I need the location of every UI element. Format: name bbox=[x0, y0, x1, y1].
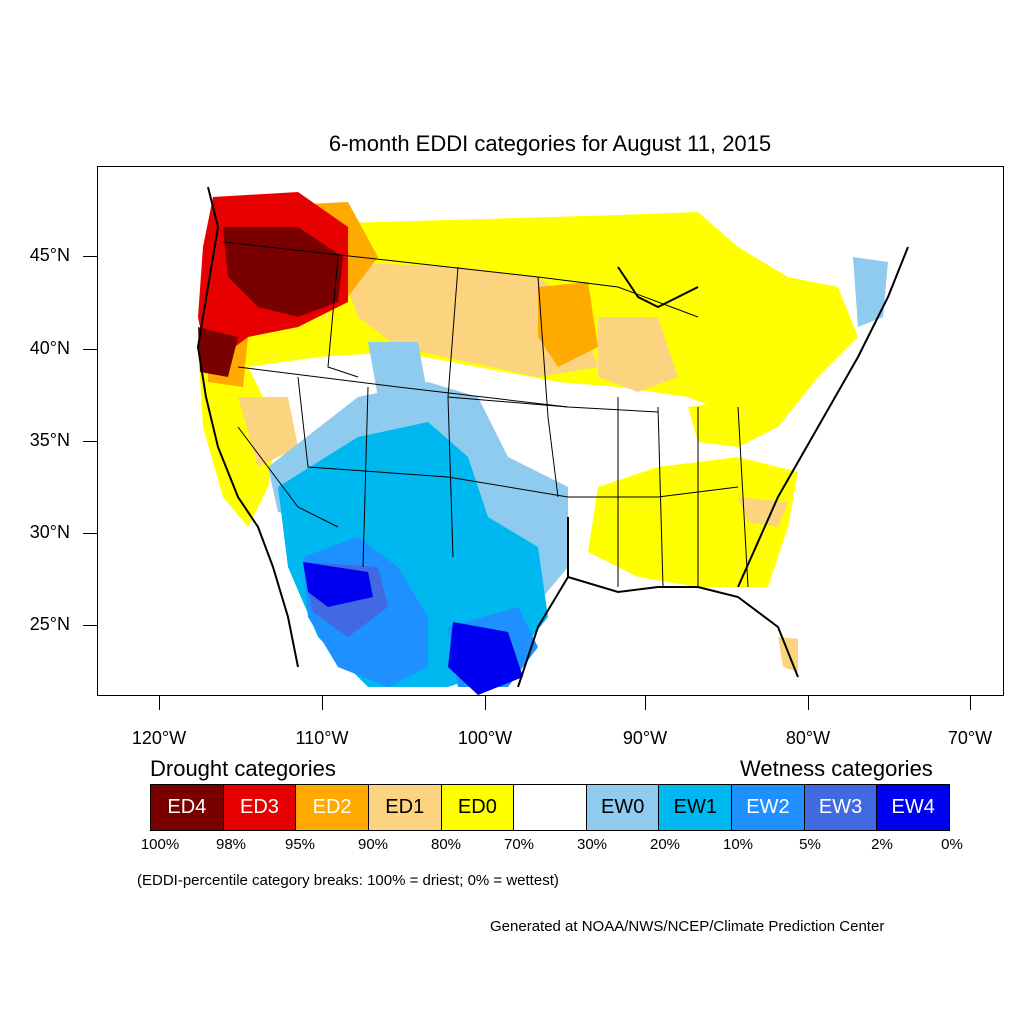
region-ew4-northeast-mexico bbox=[448, 622, 523, 695]
credit-line: Generated at NOAA/NWS/NCEP/Climate Predi… bbox=[490, 918, 885, 935]
lon-label-120: 120°W bbox=[131, 728, 187, 748]
pct-20: 20% bbox=[649, 836, 681, 853]
pct-80: 80% bbox=[430, 836, 462, 853]
legend-ew1: EW1 bbox=[659, 785, 733, 830]
legend-ew3: EW3 bbox=[804, 785, 878, 830]
eddi-map bbox=[97, 166, 1004, 696]
lat-tick-40 bbox=[83, 349, 97, 350]
region-ed0-westcoast bbox=[198, 347, 278, 527]
lat-tick-35 bbox=[83, 441, 97, 442]
lon-label-80: 80°W bbox=[785, 728, 831, 748]
legend-ew0: EW0 bbox=[586, 785, 660, 830]
lon-label-70: 70°W bbox=[947, 728, 993, 748]
region-ed4-pacific-northwest bbox=[223, 227, 343, 317]
pct-70: 70% bbox=[503, 836, 535, 853]
lon-tick-100 bbox=[485, 696, 486, 710]
lon-tick-120 bbox=[159, 696, 160, 710]
legend-ed2: ED2 bbox=[296, 785, 369, 830]
legend-neutral bbox=[514, 785, 587, 830]
lon-label-100: 100°W bbox=[457, 728, 513, 748]
legend-ed3: ED3 bbox=[223, 785, 297, 830]
lat-label-25: 25°N bbox=[29, 614, 70, 634]
map-title: 6-month EDDI categories for August 11, 2… bbox=[328, 131, 772, 156]
legend-ew2: EW2 bbox=[732, 785, 805, 830]
lat-label-45: 45°N bbox=[29, 245, 70, 265]
pct-98: 98% bbox=[215, 836, 247, 853]
legend-ew4: EW4 bbox=[877, 785, 950, 830]
legend-ed4: ED4 bbox=[151, 785, 224, 830]
lat-tick-25 bbox=[83, 625, 97, 626]
pct-30: 30% bbox=[576, 836, 608, 853]
lon-label-110: 110°W bbox=[295, 728, 349, 748]
lat-tick-45 bbox=[83, 256, 97, 257]
region-ed2-upper-midwest bbox=[538, 282, 598, 367]
lat-label-30: 30°N bbox=[29, 522, 70, 542]
pct-90: 90% bbox=[357, 836, 389, 853]
legend-ed1: ED1 bbox=[368, 785, 442, 830]
eddi-map-canvas bbox=[196, 175, 909, 695]
lon-label-90: 90°W bbox=[622, 728, 668, 748]
lat-label-35: 35°N bbox=[29, 430, 70, 450]
lon-tick-70 bbox=[970, 696, 971, 710]
lat-tick-30 bbox=[83, 533, 97, 534]
region-ed1-southwest bbox=[238, 397, 298, 467]
category-legend: ED4 ED3 ED2 ED1 ED0 EW0 EW1 EW2 EW3 EW4 bbox=[150, 784, 950, 831]
lon-tick-80 bbox=[808, 696, 809, 710]
legend-ed0: ED0 bbox=[441, 785, 515, 830]
pct-95: 95% bbox=[284, 836, 316, 853]
drought-heading: Drought categories bbox=[150, 756, 336, 781]
region-ed4-oregon-coast bbox=[198, 327, 238, 377]
region-ew0-northeast bbox=[853, 257, 888, 327]
region-ew0-rockies bbox=[368, 342, 428, 397]
pct-0: 0% bbox=[941, 836, 963, 853]
region-ed1-northern-plains bbox=[338, 262, 598, 377]
coastlines bbox=[196, 186, 909, 688]
category-breaks-note: (EDDI-percentile category breaks: 100% =… bbox=[137, 872, 559, 889]
pct-5: 5% bbox=[799, 836, 821, 853]
region-ew4-sonora bbox=[303, 562, 373, 607]
lat-label-40: 40°N bbox=[29, 338, 70, 358]
lon-tick-110 bbox=[322, 696, 323, 710]
lon-tick-90 bbox=[645, 696, 646, 710]
pct-2: 2% bbox=[871, 836, 893, 853]
region-ed0-ohio bbox=[688, 397, 778, 447]
wetness-heading: Wetness categories bbox=[740, 756, 933, 781]
region-ed1-great-lakes bbox=[598, 317, 678, 392]
region-ed0-southeast bbox=[588, 457, 798, 587]
pct-100: 100% bbox=[140, 836, 180, 853]
state-boundaries bbox=[222, 241, 749, 588]
pct-10: 10% bbox=[722, 836, 754, 853]
